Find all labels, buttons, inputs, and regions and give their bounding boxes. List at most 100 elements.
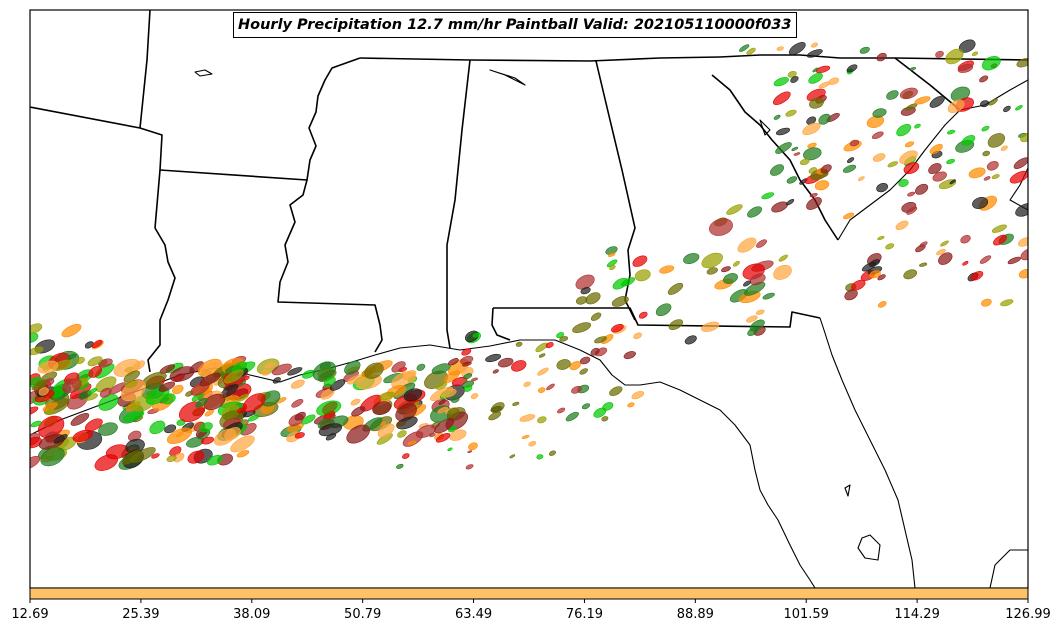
precip-blob [972,197,989,209]
precip-blob [242,393,266,413]
precip-blob [659,265,675,274]
precip-blob [187,450,205,464]
precip-blob [485,353,502,363]
precip-blob [611,323,624,333]
colorbar-tick-label: 101.59 [783,607,829,622]
precip-blob [490,402,505,414]
precip-blob [808,72,823,84]
precip-blob [844,289,858,301]
colorbar-tick-label: 88.89 [676,607,714,622]
precip-blob [885,243,895,250]
precip-blob [75,356,85,364]
precip-blob [940,240,949,247]
precip-blob [497,357,514,368]
precip-blob [683,253,700,264]
precip-blob [204,409,215,417]
precip-blob [37,360,59,374]
precip-blob [960,234,971,244]
precip-blob [1013,157,1028,169]
precip-blob [575,296,588,305]
precip-blob [812,67,819,73]
state-borders [30,10,1028,373]
precip-blob [213,428,236,446]
precip-blob [746,315,758,323]
precip-blob [38,387,49,396]
precip-blob [230,435,255,453]
precip-blob [546,383,555,391]
precip-blob [895,220,909,231]
colorbar [29,587,1029,600]
precip-blob [638,311,648,319]
precip-blob [87,356,103,367]
precip-blob [809,193,818,198]
precip-blob [449,429,467,441]
precip-blob [447,447,453,452]
precip-blob [909,67,917,71]
precip-blob [1015,203,1028,217]
precip-blob [756,239,767,248]
precip-blob [877,235,885,241]
border-oklahoma-missouri [139,10,151,129]
precip-blob [123,410,145,422]
precip-blob [609,386,623,397]
precip-blob [723,273,738,284]
border-arkansas-mississippi-river [159,57,361,181]
precip-blob [861,261,877,272]
precip-blob [627,402,635,408]
precip-blob [949,179,956,185]
precip-blob [346,424,370,444]
precip-blob [237,393,249,402]
precip-blob [465,464,474,470]
precip-blob [98,358,113,368]
precip-blob [264,362,276,369]
precip-blob [594,336,607,344]
precip-blob [903,269,918,280]
precip-blob [300,414,316,425]
precip-blob [842,164,857,173]
precip-blob [1009,170,1028,184]
precip-blob [323,376,336,387]
precip-blob [515,341,523,347]
precip-blob [971,51,979,57]
precip-blob [871,131,884,140]
precip-blob [988,98,998,106]
precip-blob [814,180,830,191]
precip-blob [818,113,831,125]
precip-blob [1016,58,1028,68]
island-1 [857,534,881,561]
precip-blob [928,163,942,175]
precip-blob [325,433,337,441]
colorbar-tick-label: 12.69 [11,607,49,622]
precip-blob [785,109,797,117]
precip-blob [440,388,457,398]
precip-blob [492,369,499,374]
precip-blob [557,407,566,414]
colorbar-tick-label: 25.39 [122,607,160,622]
precip-blob [968,167,986,179]
precip-blob [149,420,166,435]
precip-blob [272,377,281,384]
precip-blob [633,332,642,340]
island-2 [844,484,851,497]
precip-blob [775,127,791,136]
precip-blob [519,414,536,422]
precip-blob [987,133,1006,148]
precip-blob [528,441,537,447]
precip-blob [899,87,918,100]
precip-blob [851,279,866,291]
precip-blob [344,360,361,375]
precip-blob [843,212,855,220]
precip-blob [247,414,260,422]
precip-blob [379,391,395,401]
precip-blob [809,97,824,109]
precip-blob [30,332,39,343]
precip-blob [199,422,213,433]
precip-blob [470,393,479,400]
precip-blob [979,75,989,83]
border-mississippi-alabama [446,59,471,349]
precip-blob [667,282,684,295]
precip-blob [523,381,531,387]
precip-blob [391,361,406,373]
precip-blob [706,267,718,275]
